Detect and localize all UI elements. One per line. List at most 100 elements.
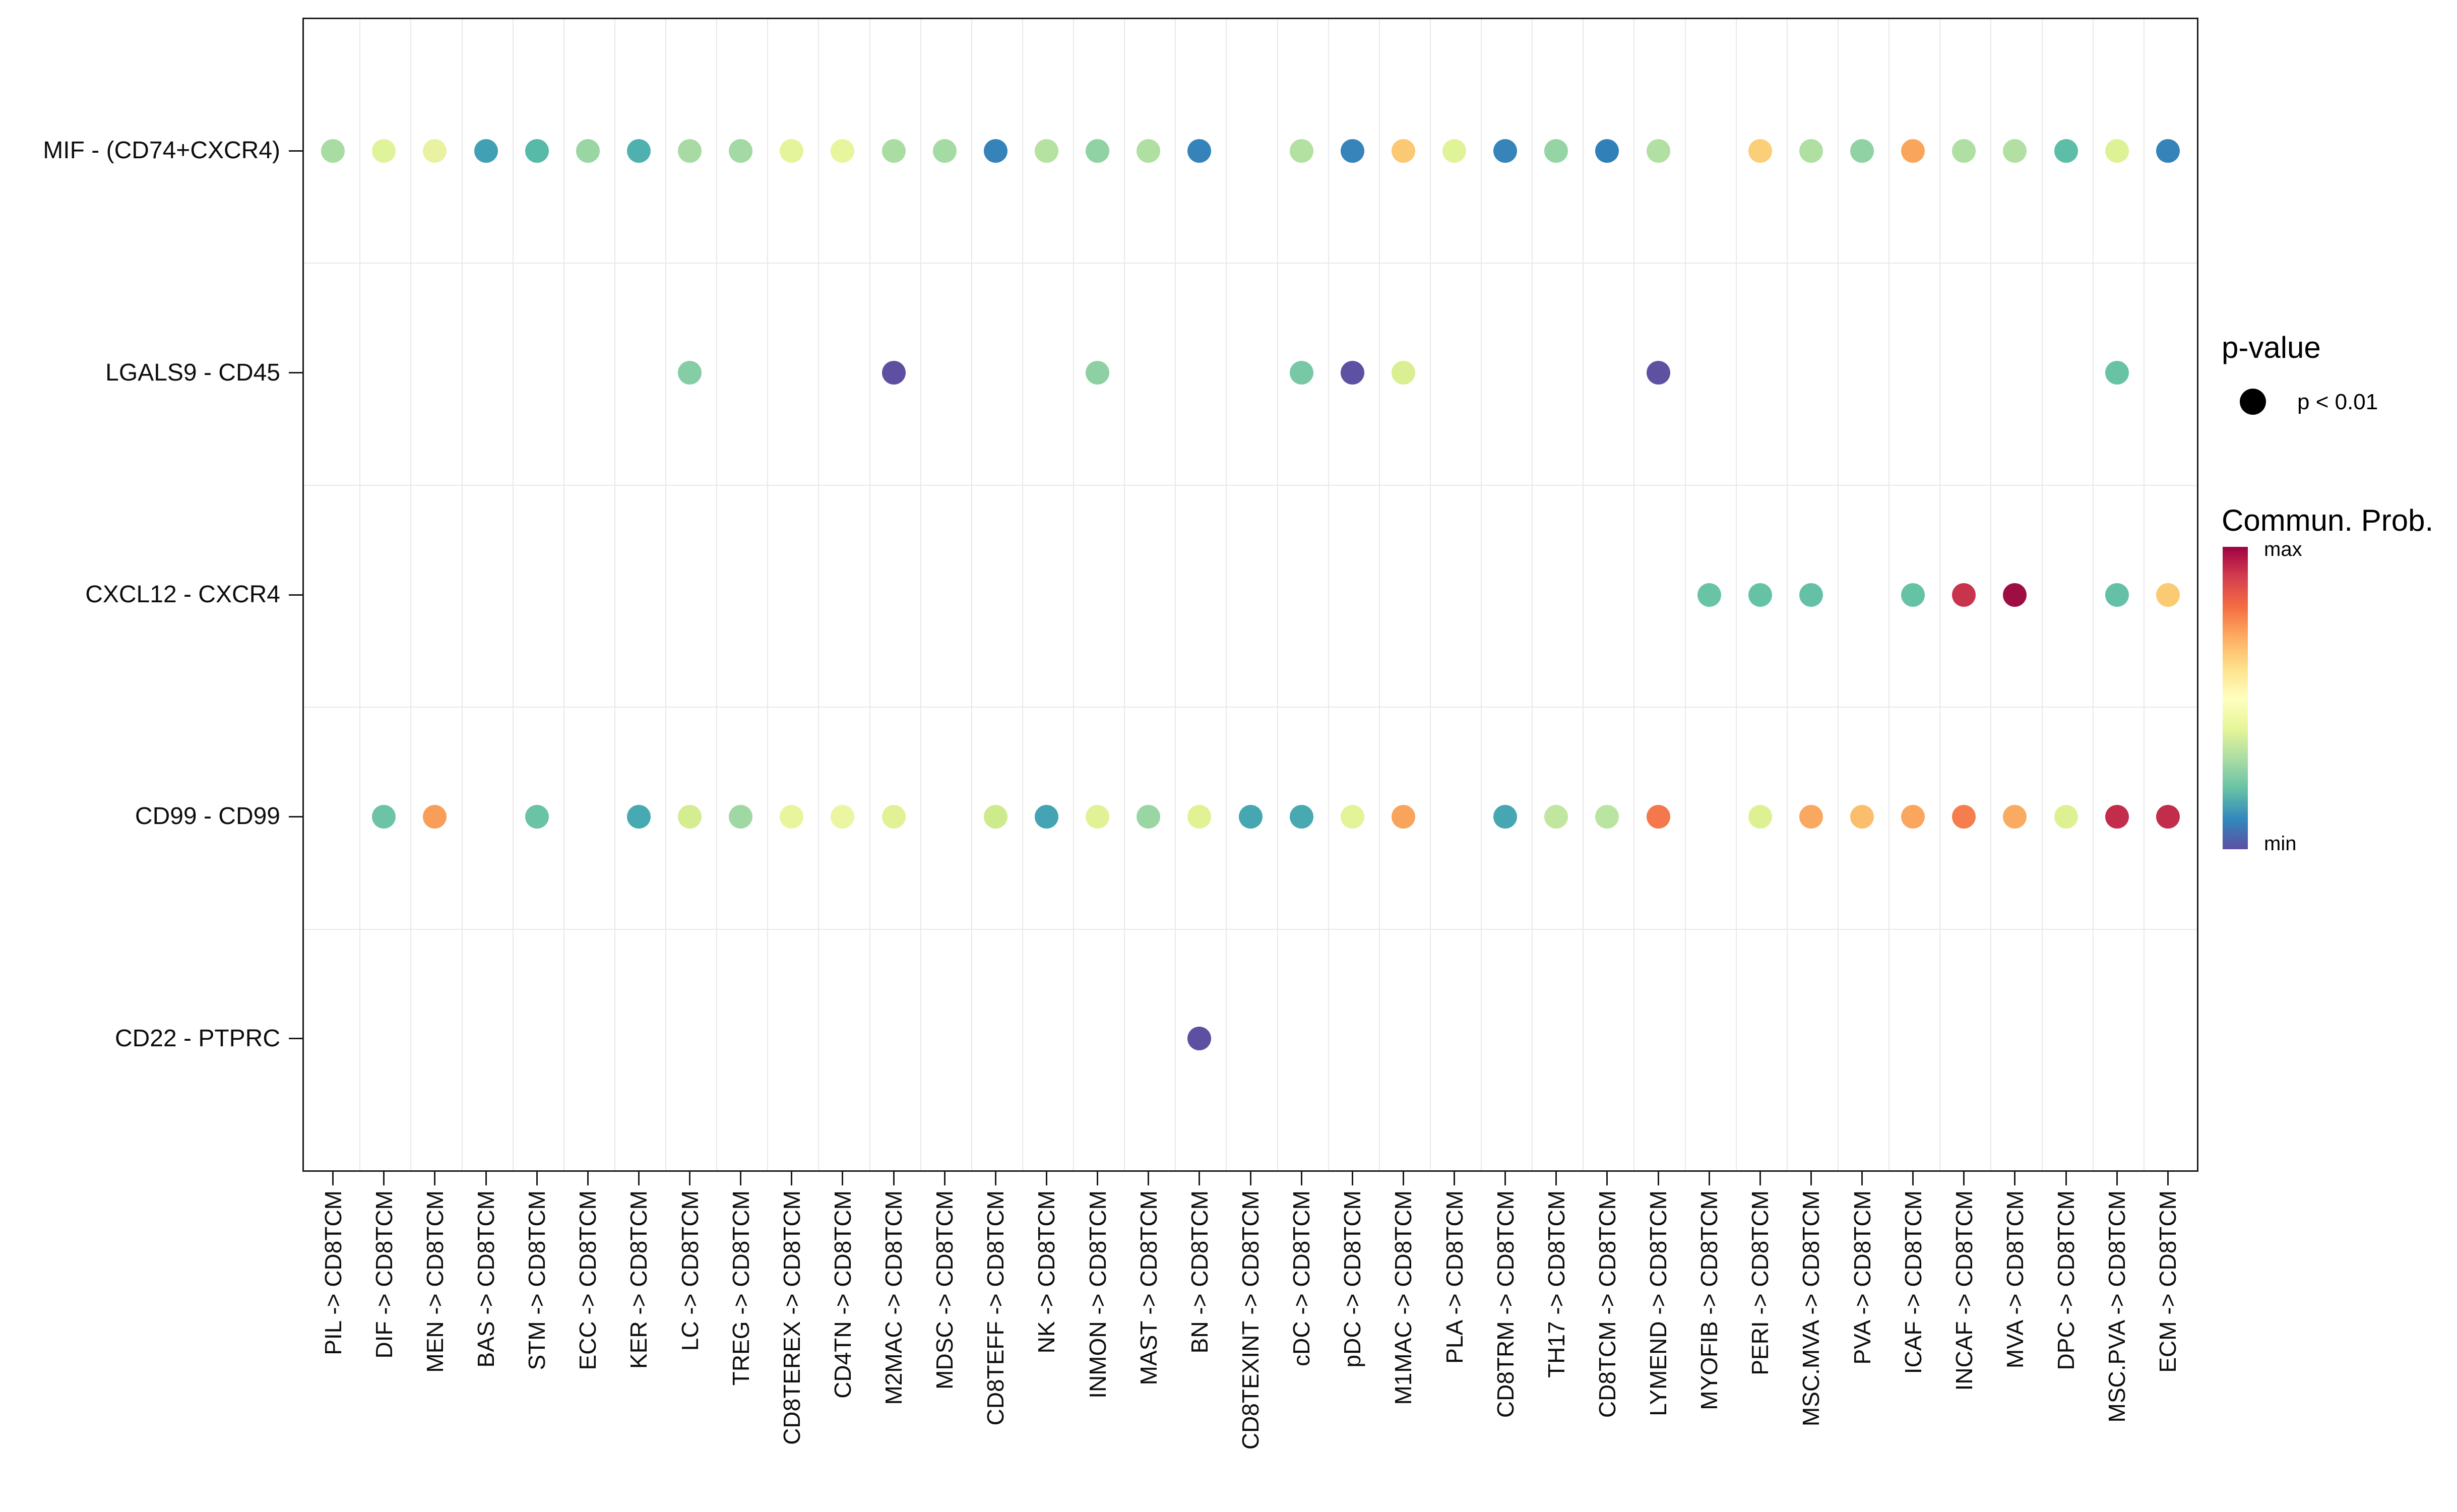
data-dot xyxy=(1595,139,1619,163)
data-dot xyxy=(321,139,345,163)
data-dot xyxy=(881,804,906,829)
gridline-vertical xyxy=(410,19,412,1170)
x-tick-label: CD4TN -> CD8TCM xyxy=(829,1190,856,1399)
data-dot xyxy=(1137,804,1161,829)
x-axis-tick xyxy=(2014,1172,2016,1185)
data-dot xyxy=(2105,139,2129,163)
x-axis-tick xyxy=(332,1172,334,1185)
x-axis-tick xyxy=(994,1172,996,1185)
x-tick-label: PERI -> CD8TCM xyxy=(1747,1190,1774,1375)
x-axis-tick xyxy=(893,1172,895,1185)
colorbar-max-label: max xyxy=(2264,538,2302,560)
x-axis-tick xyxy=(383,1172,385,1185)
x-tick-label: TH17 -> CD8TCM xyxy=(1543,1190,1569,1378)
gridline-vertical xyxy=(716,19,718,1170)
data-dot xyxy=(626,804,651,829)
x-tick-label: KER -> CD8TCM xyxy=(625,1190,652,1369)
x-tick-label: MEN -> CD8TCM xyxy=(421,1190,448,1373)
legend-colorbar-title: Commun. Prob. xyxy=(2222,503,2434,537)
gridline-vertical xyxy=(1837,19,1839,1170)
gridline-vertical xyxy=(1633,19,1635,1170)
gridline-vertical xyxy=(512,19,514,1170)
data-dot xyxy=(1646,804,1670,829)
x-axis-tick xyxy=(1657,1172,1659,1185)
data-dot xyxy=(2003,139,2027,163)
data-dot xyxy=(1289,139,1313,163)
x-tick-label: MVA -> CD8TCM xyxy=(2001,1190,2028,1369)
x-axis-tick xyxy=(1504,1172,1506,1185)
data-dot xyxy=(1850,139,1874,163)
x-axis-tick xyxy=(1351,1172,1353,1185)
data-dot xyxy=(2105,583,2129,607)
x-tick-label: MAST -> CD8TCM xyxy=(1135,1190,1162,1385)
data-dot xyxy=(831,139,855,163)
legend-pvalue-item-label: p < 0.01 xyxy=(2297,390,2378,414)
x-tick-label: STM -> CD8TCM xyxy=(524,1190,550,1370)
data-dot xyxy=(1748,139,1772,163)
data-dot xyxy=(1034,139,1058,163)
gridline-vertical xyxy=(461,19,463,1170)
data-dot xyxy=(1544,804,1568,829)
data-dot xyxy=(1340,804,1364,829)
data-dot xyxy=(729,139,753,163)
x-axis-tick xyxy=(740,1172,742,1185)
x-axis-tick xyxy=(1402,1172,1404,1185)
gridline-vertical xyxy=(1022,19,1023,1170)
data-dot xyxy=(1850,804,1874,829)
x-axis-tick xyxy=(1555,1172,1557,1185)
data-dot xyxy=(1748,804,1772,829)
data-dot xyxy=(372,804,396,829)
y-axis-tick xyxy=(289,1038,302,1040)
data-dot xyxy=(1544,139,1568,163)
x-axis-tick xyxy=(485,1172,487,1185)
x-axis-tick xyxy=(1810,1172,1812,1185)
data-dot xyxy=(1799,139,1823,163)
gridline-horizontal xyxy=(304,484,2197,486)
x-axis-tick xyxy=(1454,1172,1456,1185)
data-dot xyxy=(1391,804,1415,829)
x-axis-tick xyxy=(434,1172,436,1185)
x-axis-tick xyxy=(2167,1172,2169,1185)
data-dot xyxy=(1086,139,1110,163)
gridline-vertical xyxy=(1684,19,1686,1170)
gridline-vertical xyxy=(1583,19,1584,1170)
gridline-vertical xyxy=(869,19,870,1170)
data-dot xyxy=(2105,361,2129,385)
data-dot xyxy=(626,139,651,163)
x-tick-label: CD8TEREX -> CD8TCM xyxy=(778,1190,805,1445)
y-tick-label: LGALS9 - CD45 xyxy=(105,359,280,386)
gridline-vertical xyxy=(1481,19,1482,1170)
colorbar-gradient xyxy=(2223,547,2248,849)
x-tick-label: NK -> CD8TCM xyxy=(1033,1190,1060,1354)
x-axis-tick xyxy=(1045,1172,1047,1185)
gridline-vertical xyxy=(359,19,361,1170)
gridline-horizontal xyxy=(304,263,2197,264)
data-dot xyxy=(1901,139,1925,163)
data-dot xyxy=(831,804,855,829)
x-tick-label: BN -> CD8TCM xyxy=(1186,1190,1213,1354)
x-axis-tick xyxy=(1097,1172,1099,1185)
data-dot xyxy=(525,804,549,829)
x-axis-tick xyxy=(1963,1172,1965,1185)
gridline-vertical xyxy=(1888,19,1890,1170)
gridline-vertical xyxy=(1277,19,1278,1170)
x-tick-label: CD8TEFF -> CD8TCM xyxy=(982,1190,1009,1426)
data-dot xyxy=(423,804,447,829)
pvalue-dot-icon xyxy=(2240,389,2266,415)
x-tick-label: M2MAC -> CD8TCM xyxy=(880,1190,907,1405)
x-tick-label: MDSC -> CD8TCM xyxy=(931,1190,958,1390)
y-tick-label: CD22 - PTPRC xyxy=(114,1025,280,1052)
x-tick-label: CD8TRM -> CD8TCM xyxy=(1492,1190,1519,1418)
gridline-vertical xyxy=(665,19,667,1170)
data-dot xyxy=(1238,804,1263,829)
y-tick-label: CD99 - CD99 xyxy=(135,803,280,830)
gridline-vertical xyxy=(563,19,564,1170)
colorbar-min-label: min xyxy=(2264,833,2297,855)
x-tick-label: ICAF -> CD8TCM xyxy=(1900,1190,1926,1374)
gridline-vertical xyxy=(767,19,769,1170)
x-tick-label: PIL -> CD8TCM xyxy=(320,1190,346,1355)
x-tick-label: INCAF -> CD8TCM xyxy=(1950,1190,1977,1391)
gridline-vertical xyxy=(971,19,972,1170)
plot-panel xyxy=(302,18,2198,1172)
x-tick-label: M1MAC -> CD8TCM xyxy=(1390,1190,1417,1405)
